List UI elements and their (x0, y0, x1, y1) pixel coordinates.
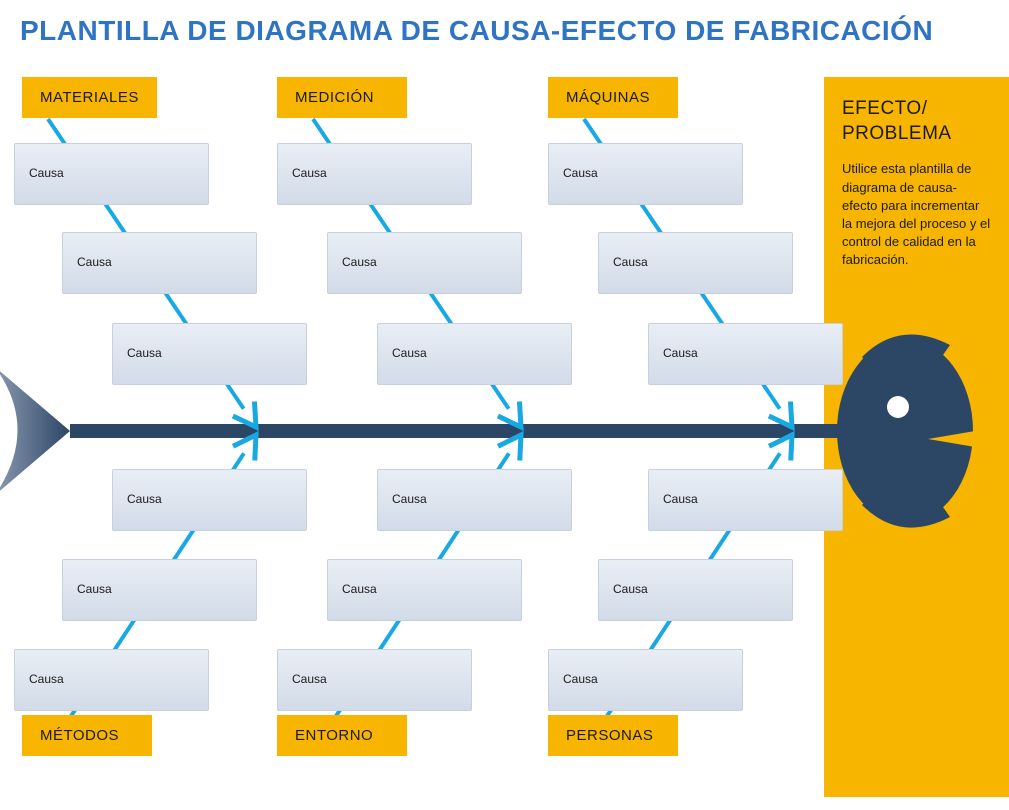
cause-box[interactable]: Causa (648, 469, 843, 531)
cause-box[interactable]: Causa (548, 143, 743, 205)
cause-box[interactable]: Causa (327, 559, 522, 621)
effect-title: EFECTO/ PROBLEMA (842, 97, 991, 146)
category-label: PERSONAS (548, 715, 678, 756)
category-label: MÉTODOS (22, 715, 152, 756)
cause-box[interactable]: Causa (62, 559, 257, 621)
category-label: MÁQUINAS (548, 77, 678, 118)
cause-box[interactable]: Causa (598, 559, 793, 621)
category-label: MATERIALES (22, 77, 157, 118)
cause-box[interactable]: Causa (377, 469, 572, 531)
page-title: PLANTILLA DE DIAGRAMA DE CAUSA-EFECTO DE… (0, 0, 1009, 57)
cause-box[interactable]: Causa (112, 323, 307, 385)
category-label: ENTORNO (277, 715, 407, 756)
cause-box[interactable]: Causa (112, 469, 307, 531)
cause-box[interactable]: Causa (548, 649, 743, 711)
cause-box[interactable]: Causa (327, 232, 522, 294)
category-label: MEDICIÓN (277, 77, 407, 118)
cause-box[interactable]: Causa (377, 323, 572, 385)
cause-box[interactable]: Causa (14, 143, 209, 205)
cause-box[interactable]: Causa (277, 143, 472, 205)
effect-panel: EFECTO/ PROBLEMA Utilice esta plantilla … (824, 77, 1009, 797)
cause-box[interactable]: Causa (277, 649, 472, 711)
cause-box[interactable]: Causa (648, 323, 843, 385)
cause-box[interactable]: Causa (598, 232, 793, 294)
cause-box[interactable]: Causa (62, 232, 257, 294)
fishbone-canvas: EFECTO/ PROBLEMA Utilice esta plantilla … (0, 57, 1009, 797)
effect-description: Utilice esta plantilla de diagrama de ca… (842, 160, 991, 269)
cause-box[interactable]: Causa (14, 649, 209, 711)
